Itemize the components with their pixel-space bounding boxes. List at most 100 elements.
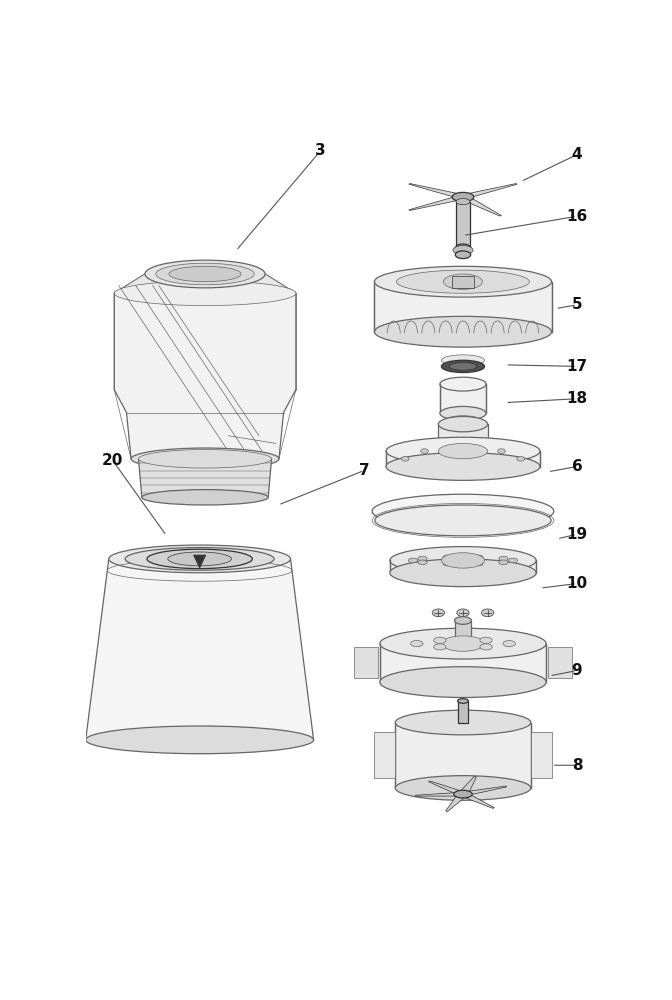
Ellipse shape: [455, 251, 470, 259]
Polygon shape: [460, 776, 476, 792]
Ellipse shape: [85, 726, 314, 754]
Ellipse shape: [444, 274, 482, 289]
Ellipse shape: [456, 244, 470, 250]
Ellipse shape: [452, 192, 474, 202]
Polygon shape: [374, 732, 395, 778]
Text: 6: 6: [572, 459, 583, 474]
Ellipse shape: [156, 263, 254, 285]
Ellipse shape: [380, 628, 546, 659]
Ellipse shape: [433, 637, 446, 643]
Ellipse shape: [454, 617, 472, 624]
Polygon shape: [374, 282, 552, 332]
Ellipse shape: [449, 363, 477, 370]
Polygon shape: [380, 644, 546, 682]
Ellipse shape: [438, 443, 488, 459]
Text: 19: 19: [566, 527, 587, 542]
Polygon shape: [429, 781, 462, 794]
Polygon shape: [353, 647, 378, 678]
Ellipse shape: [169, 266, 241, 282]
Bar: [458, 701, 468, 723]
Polygon shape: [390, 560, 536, 573]
Bar: [452, 276, 474, 288]
Polygon shape: [462, 198, 501, 216]
Ellipse shape: [443, 555, 452, 560]
Text: 9: 9: [572, 663, 582, 678]
Ellipse shape: [446, 420, 480, 429]
Ellipse shape: [498, 449, 505, 453]
Polygon shape: [548, 647, 573, 678]
Ellipse shape: [386, 437, 540, 465]
Polygon shape: [114, 274, 296, 293]
Polygon shape: [85, 559, 314, 740]
Polygon shape: [138, 459, 271, 497]
Ellipse shape: [395, 710, 531, 735]
Text: 3: 3: [315, 143, 326, 158]
Ellipse shape: [372, 494, 554, 528]
Bar: [456, 202, 470, 247]
Ellipse shape: [458, 699, 468, 703]
Ellipse shape: [474, 561, 483, 566]
Ellipse shape: [499, 560, 508, 565]
Ellipse shape: [474, 555, 483, 560]
Ellipse shape: [432, 609, 444, 617]
Ellipse shape: [480, 644, 492, 650]
Ellipse shape: [145, 260, 265, 288]
Ellipse shape: [442, 360, 485, 373]
Ellipse shape: [442, 553, 485, 568]
Ellipse shape: [142, 490, 268, 505]
Text: 16: 16: [566, 209, 587, 224]
Text: 8: 8: [572, 758, 582, 773]
Text: 10: 10: [566, 576, 587, 591]
Ellipse shape: [138, 450, 271, 468]
Ellipse shape: [421, 449, 428, 453]
Text: 17: 17: [566, 359, 587, 374]
Ellipse shape: [433, 644, 446, 650]
Ellipse shape: [409, 558, 417, 563]
Ellipse shape: [438, 416, 488, 432]
Polygon shape: [438, 424, 488, 451]
Text: 4: 4: [572, 147, 582, 162]
Polygon shape: [114, 274, 296, 459]
Ellipse shape: [411, 641, 423, 647]
Ellipse shape: [454, 790, 472, 798]
Bar: [454, 620, 472, 644]
Polygon shape: [409, 197, 461, 210]
Ellipse shape: [396, 270, 530, 293]
Ellipse shape: [401, 456, 409, 461]
Ellipse shape: [442, 355, 485, 366]
Ellipse shape: [168, 552, 231, 566]
Ellipse shape: [390, 559, 536, 587]
Ellipse shape: [147, 549, 253, 569]
Polygon shape: [465, 184, 517, 197]
Ellipse shape: [418, 560, 427, 565]
Ellipse shape: [517, 456, 525, 461]
Ellipse shape: [386, 453, 540, 480]
Ellipse shape: [442, 636, 485, 651]
Ellipse shape: [109, 545, 290, 573]
Ellipse shape: [374, 266, 552, 297]
Ellipse shape: [390, 547, 536, 574]
Ellipse shape: [499, 556, 508, 561]
Polygon shape: [395, 723, 531, 788]
Ellipse shape: [456, 199, 470, 205]
Ellipse shape: [125, 548, 274, 570]
Polygon shape: [440, 384, 486, 413]
Ellipse shape: [440, 406, 486, 420]
Polygon shape: [466, 786, 507, 795]
Ellipse shape: [131, 448, 279, 470]
Text: 5: 5: [572, 297, 582, 312]
Ellipse shape: [375, 505, 551, 536]
Ellipse shape: [446, 416, 480, 425]
Text: 7: 7: [359, 463, 370, 478]
Polygon shape: [464, 795, 495, 808]
Ellipse shape: [480, 637, 492, 643]
Polygon shape: [415, 793, 457, 796]
Ellipse shape: [457, 609, 469, 617]
Polygon shape: [531, 732, 552, 778]
Ellipse shape: [503, 641, 515, 647]
Polygon shape: [386, 451, 540, 466]
Ellipse shape: [418, 556, 427, 561]
Ellipse shape: [481, 609, 494, 617]
Ellipse shape: [453, 246, 473, 255]
Ellipse shape: [395, 776, 531, 800]
